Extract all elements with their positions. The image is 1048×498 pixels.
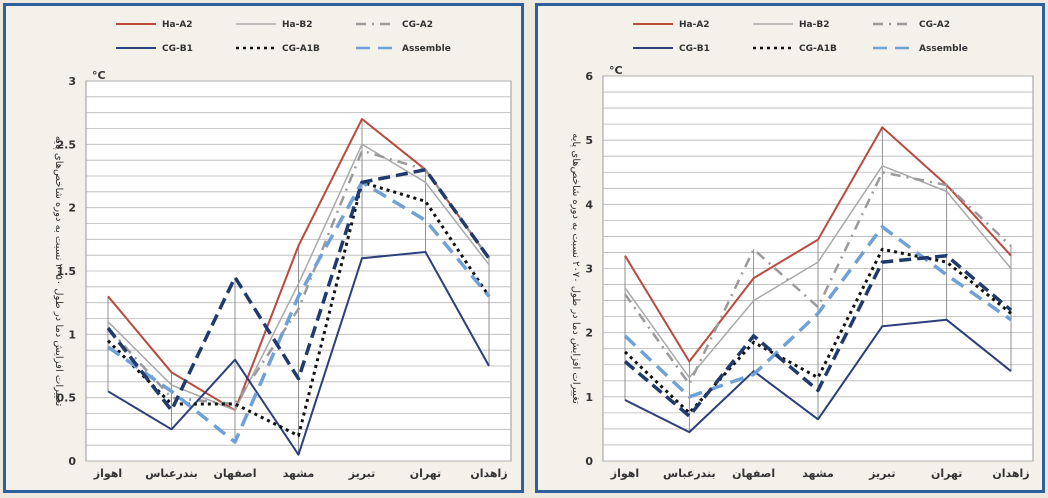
y-tick-label: 3 — [585, 263, 593, 276]
x-tick-label: اهواز — [93, 467, 122, 480]
legend-label: Ha-A2 — [679, 20, 710, 30]
legend-label: CG-A2 — [919, 20, 950, 30]
x-tick-label: بندرعباس — [145, 467, 198, 480]
legend-label: Ha-B2 — [282, 20, 312, 30]
x-tick-label: مشهد — [802, 467, 834, 480]
series-line-cg-a2 — [623, 171, 1012, 386]
y-tick-label: 0.5 — [57, 392, 77, 405]
x-tick-label: اصفهان — [732, 467, 775, 480]
y-tick-label: 1 — [68, 328, 76, 341]
series-line-cg-a1b — [106, 180, 491, 438]
x-tick-label: مشهد — [283, 467, 315, 480]
y-tick-label: 2.5 — [57, 138, 77, 151]
series-line-assemble — [623, 225, 1013, 399]
series-line-cg-b1 — [107, 251, 490, 456]
series-line-assemble-dark — [623, 253, 1013, 418]
series-line-ha-b2 — [107, 143, 490, 412]
series-line-assemble-dark — [106, 167, 491, 413]
legend-label: CG-A1B — [282, 44, 320, 54]
x-tick-label: تهران — [410, 467, 441, 480]
series-line-ha-b2 — [624, 165, 1012, 379]
series-line-cg-a2 — [107, 149, 491, 406]
legend-label: Assemble — [402, 44, 451, 54]
y-unit-label: °C — [92, 69, 106, 82]
x-tick-label: بندرعباس — [663, 467, 716, 480]
legend-label: Ha-B2 — [799, 20, 829, 30]
line-chart-right: 0 1 2 3 4 5 6 °C تغییرات افزایش دما در طول ۲۰۷۰ … — [570, 20, 1034, 480]
legend-label: CG-A2 — [402, 20, 433, 30]
y-tick-label: 5 — [585, 134, 593, 147]
x-tick-label: اصفهان — [213, 467, 256, 480]
x-tick-label: تهران — [931, 467, 962, 480]
y-tick-label: 1.5 — [57, 265, 77, 278]
line-chart-left: 0 0.5 1 1.5 2 2.5 3 °C تغییرات افزایش دما در طول… — [53, 20, 512, 480]
y-tick-label: 0 — [68, 455, 76, 468]
y-tick-label: 0 — [585, 455, 593, 468]
y-unit-label: °C — [609, 64, 623, 77]
y-axis-title: تغییرات افزایش دما در طول ۲۰۵۰ نسبت به د… — [53, 136, 64, 407]
legend-label: CG-A1B — [799, 44, 837, 54]
chart-panel-left: 0 0.5 1 1.5 2 2.5 3 °C تغییرات افزایش دما در طول… — [3, 3, 524, 493]
y-tick-label: 2 — [68, 202, 76, 215]
x-tick-label: تبریز — [348, 467, 375, 480]
legend-label: Assemble — [919, 44, 968, 54]
y-tick-label: 3 — [68, 75, 76, 88]
x-tick-label: تبریز — [868, 467, 895, 480]
series-line-cg-b1 — [624, 318, 1012, 434]
y-tick-label: 2 — [585, 327, 593, 340]
series-line-assemble — [106, 180, 491, 444]
legend-label: CG-B1 — [162, 44, 193, 54]
x-tick-label: اهواز — [610, 467, 639, 480]
legend-label: Ha-A2 — [162, 20, 193, 30]
y-axis-title: تغییرات افزایش دما در طول ۲۰۷۰ نسبت به د… — [570, 133, 581, 404]
x-tick-label: زاهدان — [992, 467, 1029, 480]
y-tick-label: 4 — [585, 198, 593, 211]
y-tick-label: 6 — [585, 70, 593, 83]
chart-panel-right: 0 1 2 3 4 5 6 °C تغییرات افزایش دما در طول ۲۰۷۰ … — [535, 3, 1045, 493]
y-tick-label: 1 — [585, 391, 593, 404]
legend-label: CG-B1 — [679, 44, 710, 54]
x-tick-label: زاهدان — [470, 467, 507, 480]
